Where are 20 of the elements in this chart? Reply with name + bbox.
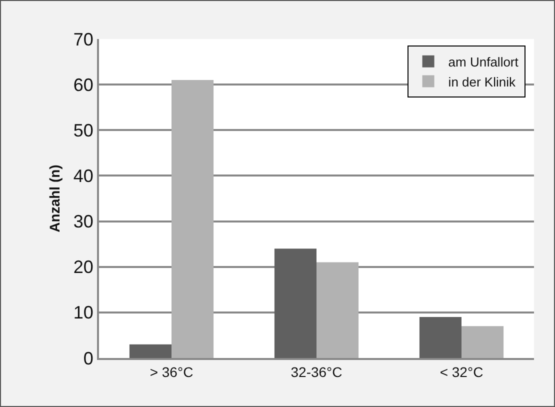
x-tick-label: 32-36°C: [290, 364, 342, 380]
bar: [419, 316, 462, 358]
legend-label: am Unfallort: [448, 54, 519, 70]
y-tick-label: 30: [73, 212, 94, 232]
legend-label: in der Klinik: [448, 74, 516, 90]
bar: [462, 326, 504, 358]
y-tick-label: 40: [73, 166, 94, 186]
x-tick-label: > 36°C: [150, 364, 194, 380]
y-tick-label: 0: [83, 348, 94, 368]
x-tick-label: < 32°C: [440, 364, 484, 380]
y-tick-label: 60: [73, 74, 94, 95]
y-axis-title: Anzahl (n): [46, 164, 62, 232]
y-tick-label: 10: [73, 302, 94, 323]
bar: [172, 80, 214, 358]
y-tick-label: 70: [73, 29, 94, 50]
bar: [274, 248, 316, 358]
bar: [129, 344, 172, 358]
y-tick-label: 50: [73, 120, 94, 140]
y-tick-label: 20: [73, 257, 94, 278]
bar: [316, 262, 359, 358]
